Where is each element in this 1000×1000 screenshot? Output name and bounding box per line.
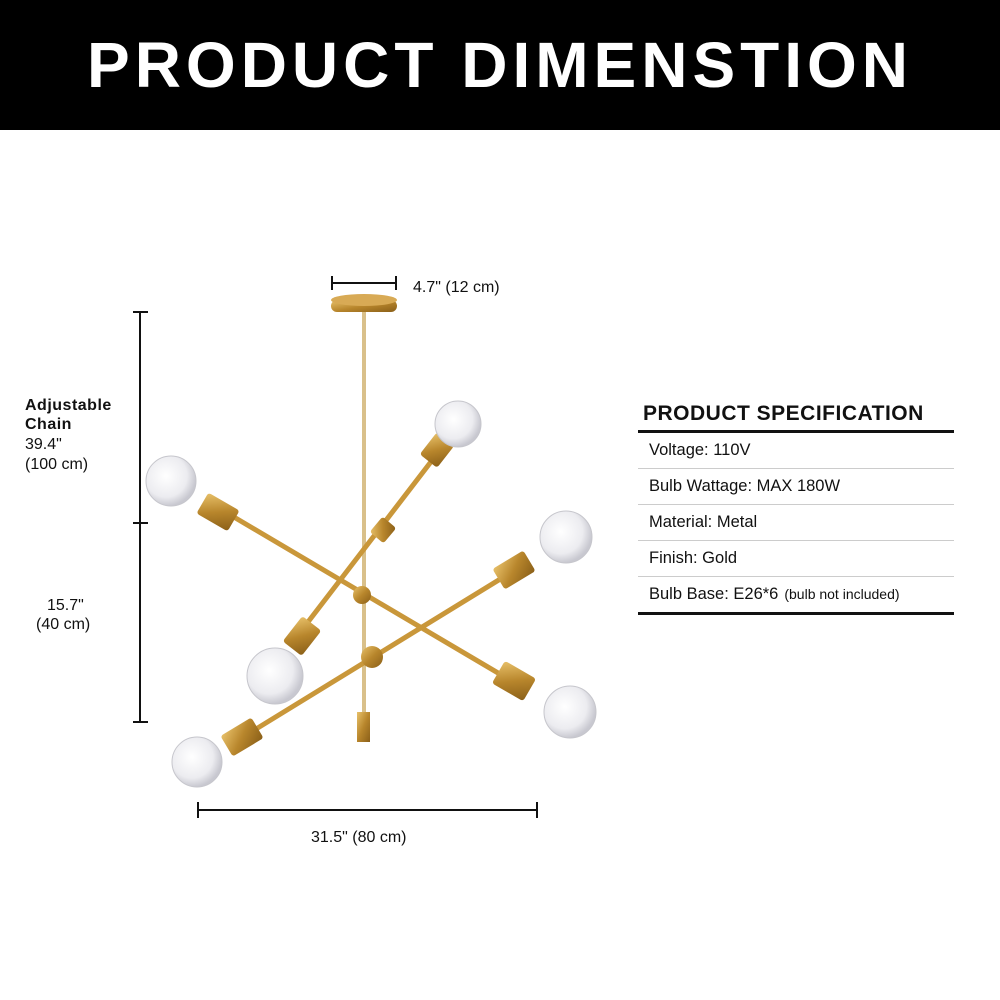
width-label: 31.5" (80 cm) [311, 829, 407, 846]
socket [197, 493, 239, 531]
bulb [434, 400, 482, 448]
spec-title: PRODUCT SPECIFICATION [638, 402, 954, 433]
bulb-note: (bulb not included) [784, 586, 900, 602]
spec-row-voltage: Voltage: 110V [638, 433, 954, 469]
chain-length-cm: (100 cm) [25, 456, 89, 473]
page-title: PRODUCT DIMENSTION [87, 29, 913, 101]
body-height-in: 15.7" [47, 597, 84, 614]
chain-label-line1: Adjustable [25, 397, 112, 414]
socket [493, 661, 535, 701]
header-banner: PRODUCT DIMENSTION [0, 0, 1000, 130]
canopy-width-label: 4.7" (12 cm) [413, 279, 500, 296]
spec-row-material: Material: Metal [638, 505, 954, 541]
canopy [331, 294, 397, 312]
bulb [145, 455, 197, 507]
spec-row-bulb-base: Bulb Base: E26*6 (bulb not included) [638, 577, 954, 615]
dimension-lines [133, 276, 538, 818]
chain-label-line2: Chain [25, 416, 72, 433]
socket [283, 617, 321, 655]
spec-row-finish: Finish: Gold [638, 541, 954, 577]
socket [221, 718, 263, 756]
bulb [539, 510, 593, 564]
specification-table: PRODUCT SPECIFICATION Voltage: 110V Bulb… [638, 402, 954, 615]
stem-cap [357, 712, 370, 742]
bulb [246, 647, 304, 705]
socket [493, 551, 535, 589]
chain-length-in: 39.4" [25, 436, 62, 453]
arm-1 [295, 447, 443, 638]
body-height-cm: (40 cm) [36, 616, 91, 633]
spec-row-wattage: Bulb Wattage: MAX 180W [638, 469, 954, 505]
bulb [171, 736, 223, 788]
bulb [543, 685, 597, 739]
